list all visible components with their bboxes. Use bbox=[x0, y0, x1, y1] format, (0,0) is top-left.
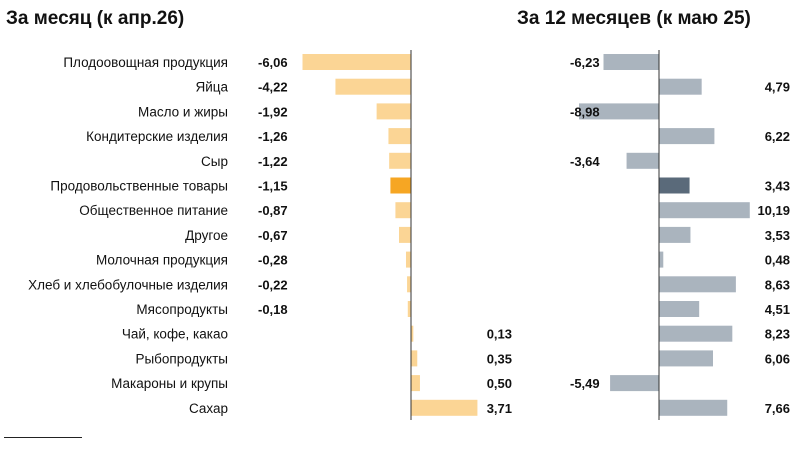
monthly-bar-макароны-и-крупы bbox=[411, 375, 420, 392]
yearly-bar-кондитерские-изделия bbox=[659, 128, 715, 145]
category-label-1: Яйца bbox=[195, 80, 228, 95]
yearly-bar-продовольственные-товары bbox=[659, 177, 690, 194]
category-label-14: Сахар bbox=[189, 401, 228, 416]
monthly-bar-масло-и-жиры bbox=[376, 103, 411, 120]
yearly-value-label-2: -8,98 bbox=[570, 104, 600, 119]
monthly-bar-сахар bbox=[411, 399, 478, 416]
yearly-bar-чай-кофе-какао bbox=[659, 325, 733, 342]
category-label-0: Плодоовощная продукция bbox=[63, 55, 228, 70]
category-label-10: Мясопродукты bbox=[136, 302, 228, 317]
monthly-value-label-1: -4,22 bbox=[258, 80, 288, 95]
category-label-3: Кондитерские изделия bbox=[86, 129, 228, 144]
yearly-bar-плодоовощная-продукция bbox=[603, 54, 659, 70]
monthly-bar-рыбопродукты bbox=[411, 350, 418, 367]
monthly-bar-хлеб-и-хлебобулочные-изделия bbox=[407, 276, 411, 293]
yearly-value-label-12: 6,06 bbox=[765, 351, 790, 366]
yearly-value-label-8: 0,48 bbox=[765, 253, 790, 268]
yearly-bar-общественное-питание bbox=[659, 202, 750, 219]
yearly-value-label-4: -3,64 bbox=[570, 154, 600, 169]
yearly-value-label-7: 3,53 bbox=[765, 228, 790, 243]
category-label-6: Общественное питание bbox=[79, 203, 228, 218]
category-labels: Плодоовощная продукция Яйца Масло и жиры Ко… bbox=[28, 55, 228, 416]
monthly-bar-кондитерские-изделия bbox=[388, 128, 411, 145]
monthly-bar-чай-кофе-какао bbox=[411, 325, 414, 342]
yearly-value-label-13: -5,49 bbox=[570, 376, 600, 391]
yearly-bar-макароны-и-крупы bbox=[610, 375, 659, 392]
category-label-7: Другое bbox=[185, 228, 228, 243]
yearly-bar-сахар bbox=[659, 399, 728, 416]
monthly-value-label-12: 0,35 bbox=[487, 351, 512, 366]
yearly-value-label-0: -6,23 bbox=[570, 55, 600, 70]
chart-title-yearly: За 12 месяцев (к маю 25) bbox=[517, 8, 751, 29]
footnote-divider bbox=[4, 437, 82, 438]
category-label-4: Сыр bbox=[201, 154, 228, 169]
yearly-bar-хлеб-и-хлебобулочные-изделия bbox=[659, 276, 736, 293]
category-label-9: Хлеб и хлебобулочные изделия bbox=[28, 277, 228, 292]
monthly-value-label-5: -1,15 bbox=[258, 179, 288, 194]
monthly-value-label-6: -0,87 bbox=[258, 203, 288, 218]
monthly-bar-другое bbox=[399, 226, 411, 243]
monthly-bar-продовольственные-товары bbox=[390, 177, 411, 194]
monthly-bar-сыр bbox=[389, 152, 411, 169]
chart-title-monthly: За месяц (к апр.26) bbox=[6, 8, 185, 29]
yearly-bar-яйца bbox=[659, 78, 702, 95]
monthly-value-label-8: -0,28 bbox=[258, 253, 288, 268]
yearly-value-label-1: 4,79 bbox=[765, 80, 790, 95]
monthly-bar-мясопродукты bbox=[407, 301, 411, 317]
yearly-bar-рыбопродукты bbox=[659, 350, 713, 367]
monthly-value-label-11: 0,13 bbox=[487, 327, 512, 342]
yearly-bar-сыр bbox=[626, 152, 659, 169]
category-label-11: Чай, кофе, какао bbox=[122, 327, 228, 342]
monthly-value-label-9: -0,22 bbox=[258, 277, 288, 292]
yearly-bar-масло-и-жиры bbox=[579, 103, 659, 120]
monthly-value-label-13: 0,50 bbox=[487, 376, 512, 391]
yearly-change-chart: -6,23 4,79 -8,98 6,22 -3,64 3,43 10,19 3,53 0,48… bbox=[570, 50, 790, 420]
yearly-bar-молочная-продукция bbox=[659, 251, 664, 268]
monthly-value-label-0: -6,06 bbox=[258, 55, 288, 70]
category-label-12: Рыбопродукты bbox=[135, 351, 228, 366]
monthly-bar-общественное-питание bbox=[395, 202, 411, 219]
category-label-2: Масло и жиры bbox=[138, 104, 228, 119]
monthly-value-label-2: -1,92 bbox=[258, 104, 288, 119]
yearly-value-label-9: 8,63 bbox=[765, 277, 790, 292]
yearly-value-label-11: 8,23 bbox=[765, 327, 790, 342]
monthly-value-label-4: -1,22 bbox=[258, 154, 288, 169]
monthly-value-label-3: -1,26 bbox=[258, 129, 288, 144]
monthly-bar-молочная-продукция bbox=[405, 251, 411, 268]
yearly-value-label-14: 7,66 bbox=[765, 401, 790, 416]
yearly-value-label-5: 3,43 bbox=[765, 179, 790, 194]
yearly-value-label-6: 10,19 bbox=[757, 203, 790, 218]
monthly-bar-яйца bbox=[335, 78, 411, 95]
monthly-value-label-7: -0,67 bbox=[258, 228, 288, 243]
monthly-value-label-14: 3,71 bbox=[487, 401, 512, 416]
category-label-13: Макароны и крупы bbox=[111, 376, 228, 391]
category-label-5: Продовольственные товары bbox=[50, 179, 228, 194]
monthly-change-chart: -6,06 -4,22 -1,92 -1,26 -1,22 -1,15 -0,87 -0,67… bbox=[258, 50, 512, 420]
monthly-value-label-10: -0,18 bbox=[258, 302, 288, 317]
monthly-bar-плодоовощная-продукция bbox=[302, 54, 411, 70]
yearly-bar-мясопродукты bbox=[659, 301, 700, 317]
yearly-bar-другое bbox=[659, 226, 691, 243]
yearly-value-label-3: 6,22 bbox=[765, 129, 790, 144]
category-label-8: Молочная продукция bbox=[96, 253, 228, 268]
yearly-value-label-10: 4,51 bbox=[765, 302, 790, 317]
